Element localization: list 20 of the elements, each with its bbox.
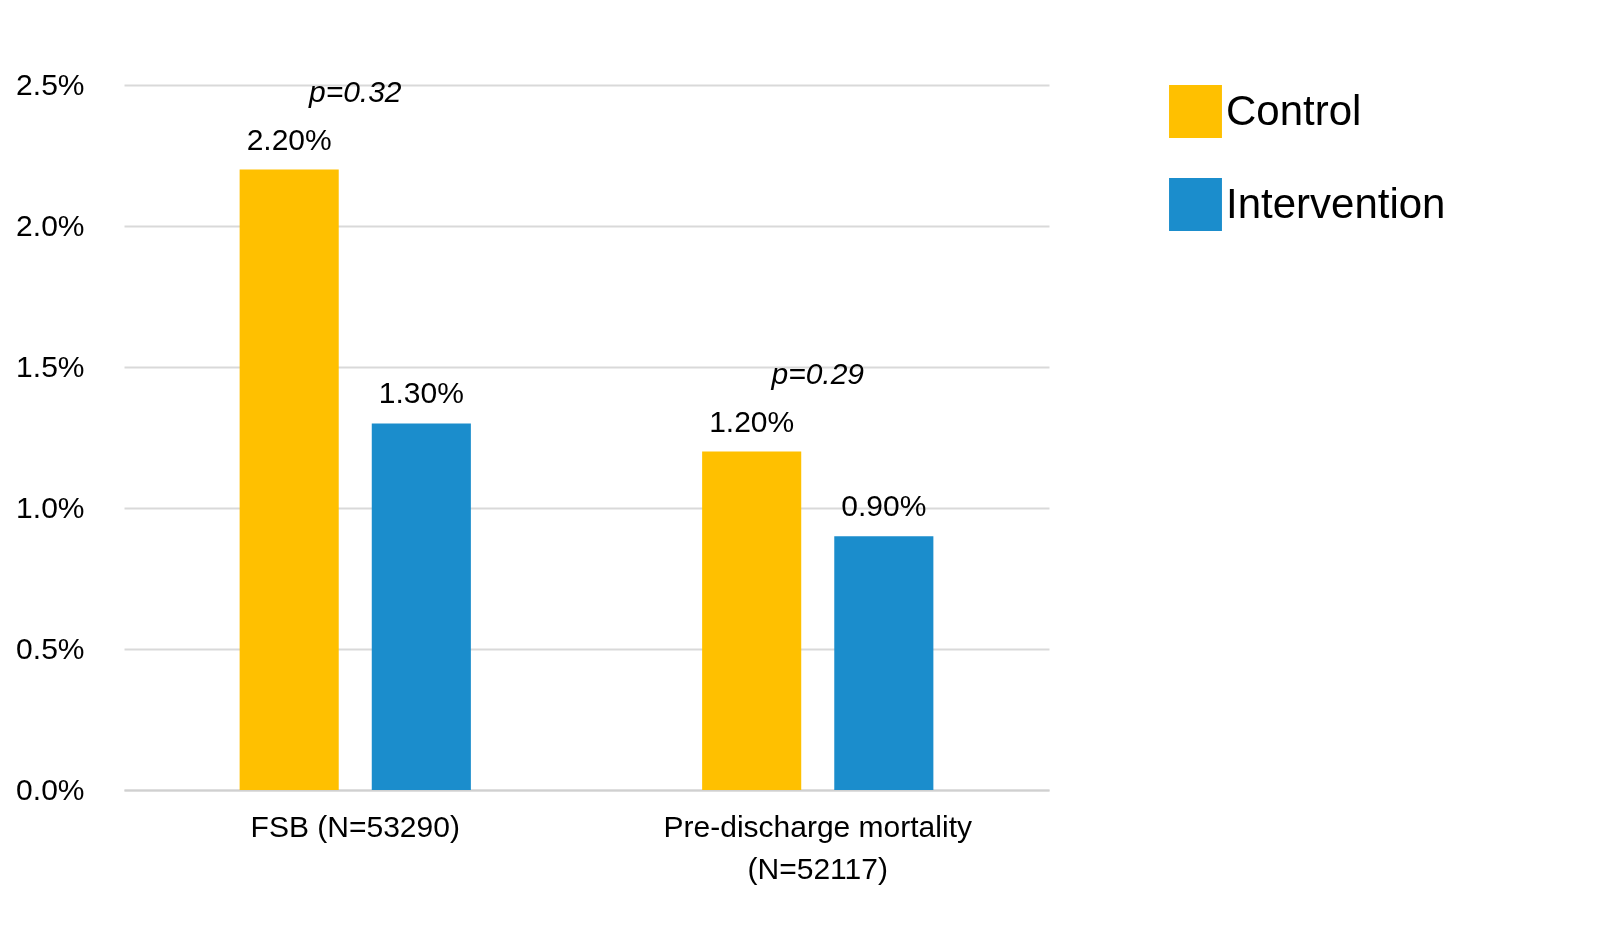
annotation: p=0.29: [770, 356, 865, 390]
bar: [371, 423, 471, 790]
data-label: 1.20%: [709, 404, 795, 438]
y-tick-label: 1.0%: [16, 490, 85, 524]
bar: [702, 451, 802, 790]
y-tick-label: 2.5%: [16, 67, 85, 101]
y-tick-label: 0.5%: [16, 631, 85, 665]
legend-label: Control: [1226, 86, 1362, 134]
x-tick-label: FSB (N=53290): [250, 809, 460, 843]
bar: [834, 536, 934, 790]
annotation: p=0.32: [307, 74, 402, 108]
data-label: 1.30%: [378, 376, 464, 410]
y-tick-label: 2.0%: [16, 208, 85, 242]
y-tick-label: 0.0%: [16, 772, 85, 806]
data-label: 2.20%: [246, 122, 332, 156]
y-tick-label: 1.5%: [16, 349, 85, 383]
bar: [239, 169, 339, 790]
x-tick-label: Pre-discharge mortality (N=52117): [663, 809, 972, 885]
data-label: 0.90%: [841, 489, 927, 523]
legend-label: Intervention: [1226, 179, 1446, 227]
